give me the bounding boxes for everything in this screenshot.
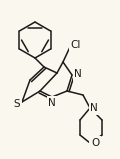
Text: N: N: [74, 69, 82, 79]
Text: S: S: [14, 99, 20, 109]
Text: O: O: [91, 138, 99, 148]
Text: N: N: [90, 103, 98, 113]
Text: Cl: Cl: [71, 40, 81, 50]
Text: N: N: [48, 98, 56, 108]
